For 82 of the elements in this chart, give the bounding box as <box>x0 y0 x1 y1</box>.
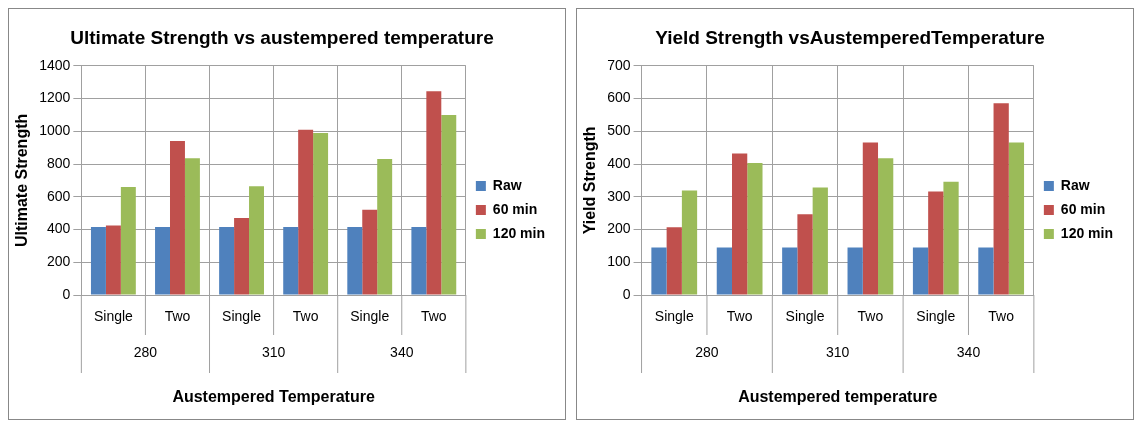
text: 340 <box>390 343 414 360</box>
text: 280 <box>695 343 719 360</box>
legend-label: 120 min <box>492 224 545 241</box>
y-tick-label: 200 <box>607 220 631 237</box>
y-tick-label: 0 <box>622 285 631 302</box>
bar <box>943 181 959 295</box>
legend-label: 120 min <box>1060 224 1113 241</box>
y-tick-label: 200 <box>46 253 71 270</box>
bar <box>155 227 170 295</box>
text: 340 <box>956 343 981 360</box>
bar <box>993 103 1009 295</box>
bar <box>377 159 393 295</box>
y-axis-title: Yield Strength <box>581 126 599 235</box>
x-tick-label: Two <box>988 308 1015 325</box>
y-tick-label: 300 <box>607 187 631 204</box>
bar <box>298 129 314 295</box>
y-tick-label: 600 <box>607 89 631 106</box>
x-tick-label: Single <box>350 308 390 325</box>
y-axis-title: Ultimate Strength <box>13 113 31 248</box>
x-tick-label: Single <box>93 308 134 325</box>
x-tick-label: Single <box>222 308 262 325</box>
bar <box>249 186 264 295</box>
text: 310 <box>826 343 850 360</box>
y-tick-label: 700 <box>607 56 631 73</box>
x-tick-label: Single <box>916 308 956 325</box>
bar <box>666 227 682 295</box>
bar <box>681 190 698 295</box>
bar <box>878 158 894 295</box>
bar <box>362 209 378 295</box>
y-tick-label: 0 <box>62 285 71 302</box>
bar <box>782 247 798 295</box>
bar <box>411 227 427 295</box>
y-tick-label: 800 <box>46 154 71 171</box>
y-tick-label: 600 <box>46 187 71 204</box>
y-tick-label: 400 <box>607 154 631 171</box>
bar <box>313 132 329 295</box>
x-tick-label: Single <box>785 308 825 325</box>
y-tick-label: 1200 <box>39 89 71 106</box>
legend-label: Raw <box>1060 176 1090 193</box>
bar <box>1008 142 1025 295</box>
bar <box>862 142 879 295</box>
x-tick-label: Single <box>654 308 694 325</box>
bar <box>732 153 748 295</box>
bar <box>426 91 442 295</box>
bar <box>347 227 363 295</box>
y-tick-label: 1400 <box>39 56 71 73</box>
bar <box>184 158 200 295</box>
bar <box>716 247 733 295</box>
bar <box>283 227 299 295</box>
chart-title: Ultimate Strength vs austempered temperature <box>70 26 494 48</box>
x-tick-label: Two <box>857 308 884 325</box>
x-tick-label: Two <box>726 308 753 325</box>
bar <box>928 191 944 295</box>
x-tick-label: Two <box>420 308 447 325</box>
text: 280 <box>133 343 158 360</box>
x-axis-title: Austempered temperature <box>738 387 938 405</box>
bar <box>651 247 667 295</box>
x-tick-label: Two <box>292 308 319 325</box>
x-tick-label: Two <box>164 308 191 325</box>
bar <box>90 227 106 295</box>
chart-title: Yield Strength vsAustemperedTemperature <box>655 26 1045 48</box>
y-tick-label: 500 <box>607 122 631 139</box>
bar <box>234 218 250 295</box>
bar <box>978 247 994 295</box>
text: 310 <box>261 343 286 360</box>
y-tick-label: 100 <box>607 253 631 270</box>
bar <box>847 247 863 295</box>
bar <box>170 141 185 295</box>
bar <box>441 114 457 295</box>
bar <box>912 247 929 295</box>
y-tick-label: 400 <box>46 220 71 237</box>
legend-label: Raw <box>492 176 522 193</box>
legend-label: 60 min <box>1060 200 1106 217</box>
legend-label: 60 min <box>492 200 538 217</box>
bar <box>120 186 136 295</box>
y-tick-label: 1000 <box>39 122 71 139</box>
bar <box>219 227 235 295</box>
bar <box>812 187 828 295</box>
bar <box>747 163 763 295</box>
bar <box>105 225 121 295</box>
bar <box>797 214 813 295</box>
x-axis-title: Austempered Temperature <box>172 387 375 405</box>
